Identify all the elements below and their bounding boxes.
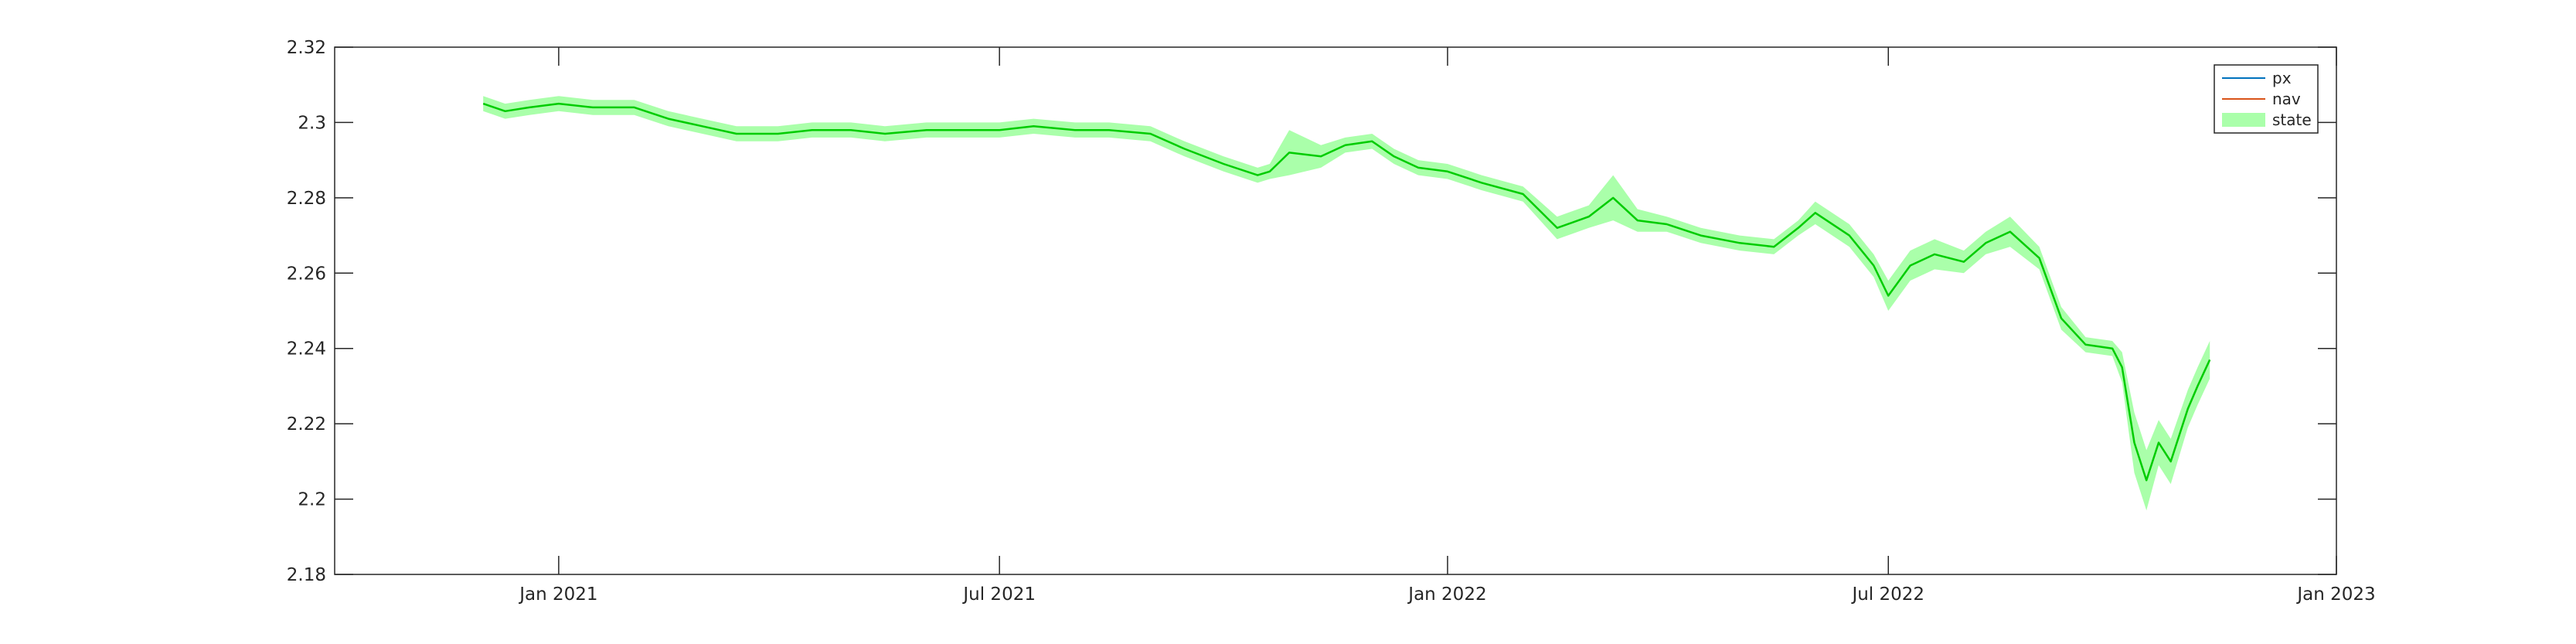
y-tick-label: 2.3	[298, 113, 326, 133]
legend: px nav state	[2214, 64, 2319, 134]
y-tick-label: 2.18	[287, 565, 326, 585]
x-tick-label: Jul 2021	[961, 584, 1036, 605]
x-tick-label: Jul 2022	[1850, 584, 1924, 605]
y-axis: 2.18 2.2 2.22 2.24 2.26 2.28 2.3 2.32	[287, 38, 2336, 585]
y-tick-label: 2.2	[298, 490, 326, 510]
legend-label-state: state	[2272, 111, 2312, 129]
y-tick-label: 2.22	[287, 414, 326, 434]
legend-swatch-state	[2222, 113, 2265, 127]
x-tick-label: Jan 2022	[1407, 584, 1486, 605]
legend-label-px: px	[2272, 69, 2292, 87]
x-axis: Jan 2021 Jul 2021 Jan 2022 Jul 2022 Jan 2023	[518, 47, 2376, 605]
legend-label-nav: nav	[2272, 90, 2301, 108]
y-tick-label: 2.26	[287, 264, 326, 284]
plot-frame	[334, 46, 2337, 575]
x-tick-label: Jan 2023	[2295, 584, 2375, 605]
plot-area	[335, 47, 2336, 574]
y-tick-label: 2.28	[287, 189, 326, 209]
y-tick-label: 2.32	[287, 38, 326, 58]
state-line-layer	[482, 102, 2211, 482]
state-line	[482, 102, 2211, 482]
x-tick-label: Jan 2021	[518, 584, 597, 605]
y-tick-label: 2.24	[287, 339, 326, 359]
